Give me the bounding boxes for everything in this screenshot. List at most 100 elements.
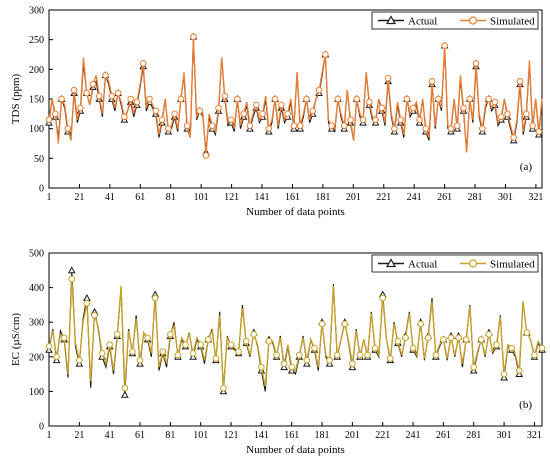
data-point-simulated (303, 95, 310, 103)
data-point-simulated (167, 331, 174, 338)
x-tick-label: 141 (254, 430, 269, 441)
data-point-simulated (102, 71, 109, 79)
data-point-simulated (45, 343, 53, 350)
y-tick-label: 100 (29, 387, 44, 398)
data-point-simulated (372, 116, 379, 124)
x-tick-label: 161 (284, 430, 299, 441)
data-point-simulated (271, 95, 279, 103)
data-point-simulated (129, 348, 136, 355)
data-point-simulated (326, 356, 333, 364)
data-point-simulated (280, 360, 288, 368)
data-point-simulated (258, 363, 265, 371)
x-tick-label: 301 (497, 430, 512, 441)
data-point-simulated (76, 356, 83, 364)
data-point-simulated (440, 336, 447, 343)
data-point-simulated (240, 110, 247, 118)
data-point-simulated (146, 95, 153, 103)
data-point-simulated (215, 104, 222, 112)
data-point-simulated (121, 384, 129, 392)
x-tick-label: 181 (315, 192, 330, 203)
legend-marker-circle (468, 16, 478, 25)
y-axis-label: EC (µS/cm) (10, 313, 22, 366)
data-point-simulated (516, 77, 524, 85)
x-tick-label: 281 (466, 430, 481, 441)
data-point-simulated (470, 363, 478, 371)
x-tick-label: 121 (224, 192, 239, 203)
data-point-simulated (265, 337, 273, 345)
data-point-simulated (64, 125, 72, 132)
legend-marker-circle (468, 259, 478, 268)
data-point-simulated (485, 331, 493, 338)
data-point-simulated (113, 331, 121, 338)
data-point-simulated (529, 122, 536, 129)
data-point-simulated (252, 101, 260, 109)
data-point-simulated (136, 356, 144, 364)
data-point-simulated (485, 95, 492, 103)
series-line-simulated (48, 278, 543, 388)
data-point-simulated (379, 294, 387, 302)
y-tick-label: 200 (29, 65, 44, 76)
data-point-simulated (334, 95, 342, 103)
data-point-simulated (353, 95, 361, 103)
data-point-simulated (311, 344, 318, 352)
panel-label: (a) (520, 161, 533, 173)
data-point-simulated (106, 341, 113, 348)
data-point-simulated (183, 122, 191, 129)
data-point-simulated (322, 51, 329, 58)
data-point-simulated (68, 275, 76, 283)
data-point-simulated (70, 86, 78, 94)
data-point-simulated (478, 336, 485, 343)
data-point-simulated (77, 104, 84, 112)
data-point-simulated (422, 125, 430, 132)
data-point-simulated (466, 95, 474, 103)
x-tick-label: 321 (528, 192, 543, 203)
x-tick-label: 221 (375, 430, 390, 441)
data-point-simulated (409, 104, 417, 112)
data-point-simulated (221, 92, 229, 100)
x-tick-label: 21 (74, 192, 84, 203)
data-point-actual (67, 266, 76, 274)
x-tick-label: 141 (255, 192, 270, 203)
y-tick-label: 300 (29, 318, 44, 329)
data-point-simulated (318, 320, 326, 328)
data-point-simulated (333, 351, 341, 359)
data-point-simulated (295, 351, 303, 359)
x-tick-label: 121 (224, 430, 239, 441)
x-tick-label: 201 (345, 430, 360, 441)
data-point-simulated (538, 344, 546, 352)
x-tick-label: 21 (74, 430, 84, 441)
data-point-simulated (447, 334, 455, 342)
legend-box (371, 11, 539, 30)
data-point-simulated (387, 355, 394, 362)
data-point-simulated (371, 344, 379, 352)
panel-label: (b) (519, 399, 532, 411)
data-point-simulated (535, 128, 543, 135)
y-tick-label: 400 (29, 283, 44, 294)
legend-entry-simulated: Simulated (490, 16, 535, 28)
x-tick-label: 81 (165, 430, 175, 441)
legend-entry-actual: Actual (408, 259, 437, 271)
data-point-simulated (177, 95, 185, 103)
data-point-simulated (497, 113, 505, 121)
data-point-simulated (523, 329, 531, 336)
data-point-simulated (89, 80, 97, 88)
data-point-simulated (174, 351, 182, 359)
y-tick-label: 300 (29, 6, 44, 17)
data-point-simulated (296, 122, 304, 129)
data-point-simulated (397, 116, 404, 124)
data-point-simulated (83, 299, 91, 307)
data-point-simulated (432, 351, 440, 359)
data-point-simulated (190, 33, 197, 41)
data-point-simulated (196, 107, 204, 115)
data-point-simulated (435, 95, 442, 103)
y-tick-label: 0 (39, 184, 44, 195)
data-point-simulated (133, 98, 141, 106)
data-point-simulated (95, 92, 103, 100)
data-point-simulated (114, 89, 122, 97)
data-point-simulated (409, 344, 417, 352)
data-point-simulated (455, 334, 462, 342)
x-tick-label: 241 (406, 430, 421, 441)
data-point-simulated (349, 360, 356, 368)
